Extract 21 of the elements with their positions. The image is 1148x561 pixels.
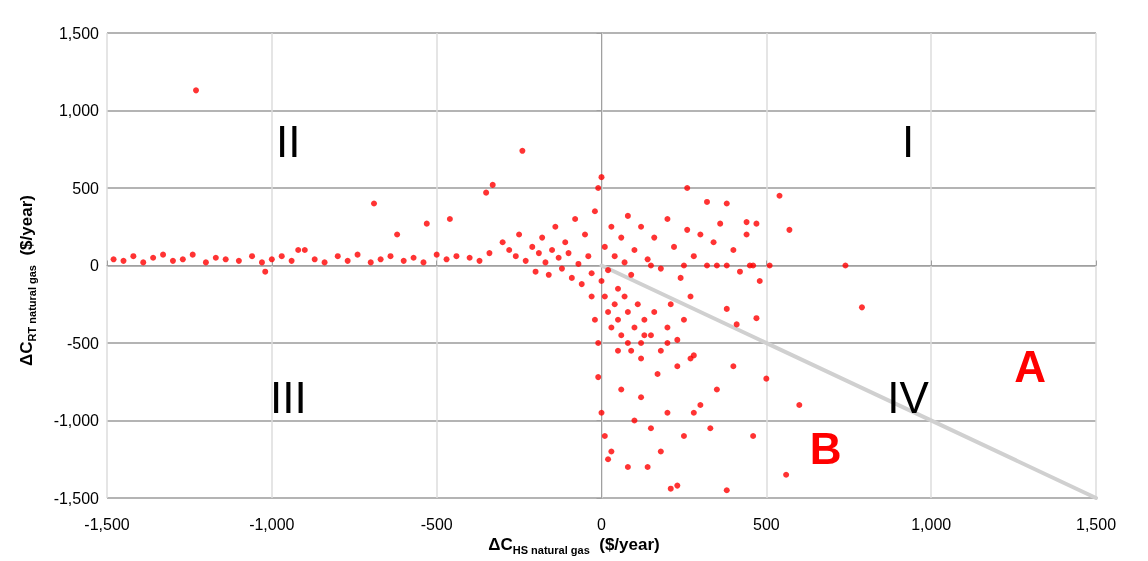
x-tick-label: 0 [597, 515, 607, 533]
y-tick-label: 500 [72, 179, 100, 197]
y-tick-label: 1,500 [58, 24, 100, 42]
x-tick-label: 500 [752, 515, 780, 533]
x-tick-label: 1,500 [1075, 515, 1117, 533]
y-axis-title: ΔCRT natural gas ($/year) [17, 195, 38, 366]
y-tick-label: -1,000 [53, 412, 100, 429]
y-tick-label: -1,500 [53, 489, 100, 507]
annotation: IV [887, 372, 930, 422]
x-tick-label: -1,000 [249, 515, 295, 533]
y-tick-label: 0 [90, 257, 100, 274]
annotation: III [269, 372, 307, 422]
x-tick-label: -1,500 [84, 515, 130, 533]
x-tick-label: -500 [420, 515, 453, 533]
annotation: A [1014, 341, 1046, 391]
y-tick-label: 1,000 [58, 102, 100, 119]
annotation: B [809, 423, 842, 473]
x-tick-label: 1,000 [911, 515, 952, 533]
y-tick-label: -500 [66, 334, 100, 352]
annotation: II [276, 117, 301, 166]
annotation: I [901, 117, 915, 166]
